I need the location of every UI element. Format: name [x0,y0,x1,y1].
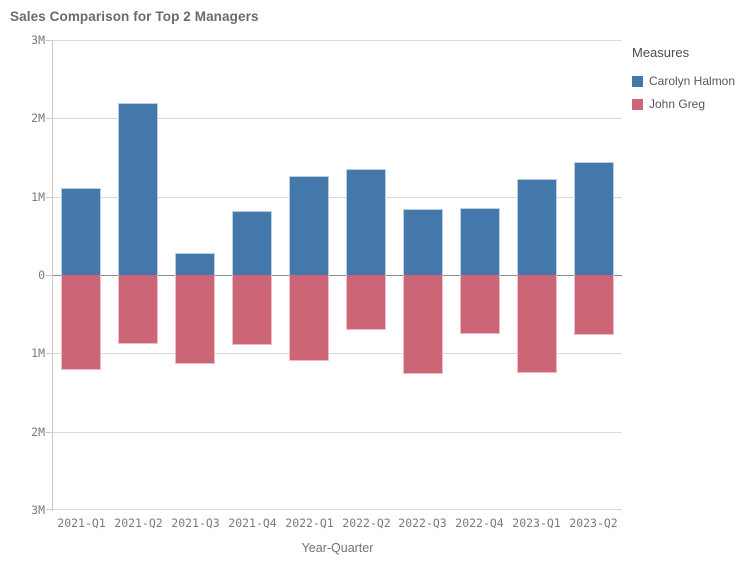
legend-label-carolyn-halmon: Carolyn Halmon [649,74,736,88]
legend-item-carolyn-halmon[interactable]: Carolyn Halmon [632,74,735,88]
legend-title: Measures [632,45,690,60]
bar-carolyn-halmon-2021-Q4[interactable] [232,211,272,275]
bar-john-greg-2023-Q1[interactable] [517,275,557,373]
gridline [53,509,622,510]
bar-john-greg-2022-Q1[interactable] [289,275,329,361]
x-axis-tick-label: 2023-Q1 [512,516,561,530]
gridline [53,432,622,433]
x-axis-tick-label: 2022-Q3 [398,516,447,530]
bar-carolyn-halmon-2022-Q1[interactable] [289,176,329,275]
y-axis-tick-label: 3M [31,503,45,517]
legend-swatch-carolyn-halmon-icon [632,75,643,87]
bar-john-greg-2022-Q3[interactable] [403,275,443,374]
y-axis-tick [46,275,52,276]
bar-john-greg-2021-Q3[interactable] [175,275,215,364]
chart-title: Sales Comparison for Top 2 Managers [10,9,259,24]
y-axis-tick [46,197,52,198]
x-axis-tick-label: 2021-Q2 [114,516,163,530]
y-axis-tick-label: 0 [38,268,45,282]
x-axis-title: Year-Quarter [301,541,374,555]
legend-swatch-john-greg-icon [632,98,643,110]
bar-carolyn-halmon-2021-Q3[interactable] [175,253,215,275]
y-axis-tick-label: 2M [31,111,45,125]
x-axis-tick-label: 2021-Q3 [171,516,220,530]
zero-baseline [53,275,622,276]
bar-john-greg-2022-Q2[interactable] [346,275,386,330]
x-axis-tick-label: 2022-Q1 [285,516,334,530]
legend: Measures Carolyn Halmon John Greg [632,45,735,120]
x-axis-tick-label: 2021-Q1 [57,516,106,530]
legend-item-john-greg[interactable]: John Greg [632,97,735,111]
y-axis-tick [46,118,52,119]
x-axis-tick-label: 2023-Q2 [569,516,618,530]
y-axis-tick [46,353,52,354]
x-axis-tick-label: 2022-Q4 [455,516,504,530]
bar-carolyn-halmon-2022-Q4[interactable] [460,208,500,275]
y-axis-tick [46,432,52,433]
bar-carolyn-halmon-2022-Q2[interactable] [346,169,386,275]
bar-carolyn-halmon-2023-Q1[interactable] [517,179,557,275]
bar-carolyn-halmon-2023-Q2[interactable] [574,162,614,275]
y-axis-tick [46,40,52,41]
bar-john-greg-2021-Q1[interactable] [61,275,101,370]
gridline [53,118,622,119]
y-axis-tick-label: 1M [31,190,45,204]
bar-carolyn-halmon-2022-Q3[interactable] [403,209,443,275]
y-axis-tick-label: 2M [31,425,45,439]
y-axis-tick-label: 3M [31,33,45,47]
gridline [53,197,622,198]
bar-john-greg-2021-Q4[interactable] [232,275,272,345]
y-axis-tick [46,509,52,510]
y-axis-tick-label: 1M [31,346,45,360]
legend-label-john-greg: John Greg [649,97,706,111]
x-axis-tick-label: 2022-Q2 [342,516,391,530]
y-axis-line [52,40,53,511]
bar-carolyn-halmon-2021-Q1[interactable] [61,188,101,275]
gridline [53,40,622,41]
bar-carolyn-halmon-2021-Q2[interactable] [118,103,158,275]
bar-john-greg-2021-Q2[interactable] [118,275,158,344]
x-axis-tick-label: 2021-Q4 [228,516,277,530]
gridline [53,353,622,354]
bar-john-greg-2023-Q2[interactable] [574,275,614,335]
bar-john-greg-2022-Q4[interactable] [460,275,500,334]
plot-area [53,40,622,510]
